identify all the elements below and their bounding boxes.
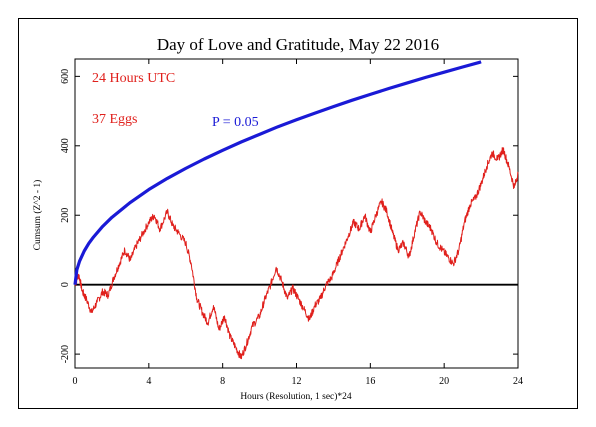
x-tick-label: 16 [365,376,375,387]
y-tick-label: 600 [60,69,71,84]
chart-frame [18,18,578,409]
y-tick-label: -200 [60,345,71,363]
series-group [73,60,519,360]
x-axis-label: Hours (Resolution, 1 sec)*24 [240,391,352,402]
axis-tick-labels: 0 4 8 12 16 20 24 -200 0 200 400 600 [60,69,523,387]
y-tick-label: 400 [60,138,71,153]
y-axis-label: Cumsum (Z^2 - 1) [32,180,43,251]
annotation-p-value: P = 0.05 [212,115,259,130]
y-tick-label: 0 [60,282,71,287]
plot-border [74,58,519,369]
chart-title: Day of Love and Gratitude, May 22 2016 [157,35,439,54]
x-tick-label: 0 [73,376,78,387]
cumsum-series-line [74,147,519,360]
y-tick-label: 200 [60,208,71,223]
x-tick-label: 8 [220,376,225,387]
plot-area [74,58,519,369]
x-tick-label: 4 [146,376,151,387]
x-tick-label: 12 [292,376,302,387]
axis-ticks [74,59,519,368]
x-tick-label: 24 [513,376,523,387]
x-tick-label: 20 [439,376,449,387]
annotation-time-span: 24 Hours UTC [92,71,175,86]
p-value-envelope-line [73,60,482,285]
annotation-egg-count: 37 Eggs [92,112,138,127]
